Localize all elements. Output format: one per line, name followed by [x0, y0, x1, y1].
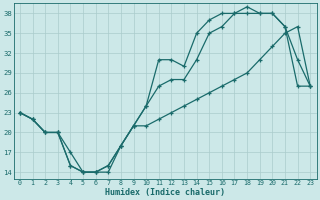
X-axis label: Humidex (Indice chaleur): Humidex (Indice chaleur) — [105, 188, 225, 197]
